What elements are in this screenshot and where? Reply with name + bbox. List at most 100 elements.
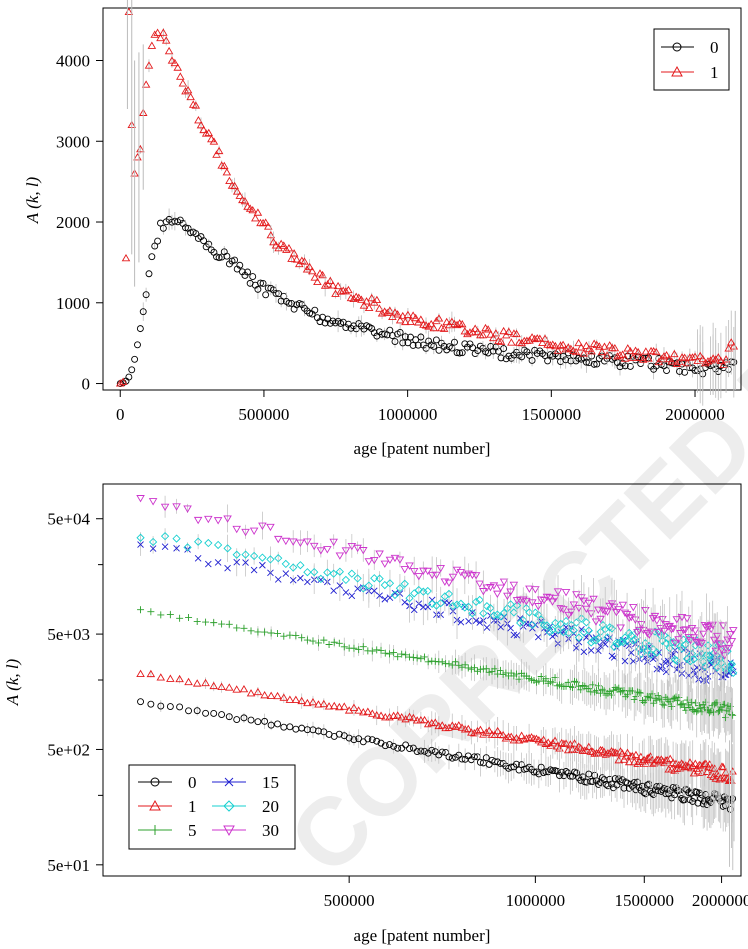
top-point-1 xyxy=(177,73,184,79)
bottom-point-5 xyxy=(606,688,613,695)
bottom-point-15 xyxy=(215,559,221,565)
top-legend: 0 1 xyxy=(654,29,729,90)
bottom-point-15 xyxy=(349,593,355,599)
bottom-legend-label-2: 5 xyxy=(188,821,197,840)
bottom-point-1 xyxy=(194,680,201,686)
bottom-point-15 xyxy=(382,596,388,602)
bottom-point-1 xyxy=(248,690,255,696)
bottom-point-30 xyxy=(233,526,240,532)
bottom-point-1 xyxy=(274,693,281,699)
top-x-tick-label: 1000000 xyxy=(378,405,438,424)
top-series-1 xyxy=(117,9,738,395)
bottom-point-1 xyxy=(240,686,247,692)
top-legend-label-0: 0 xyxy=(710,38,719,57)
top-point-0 xyxy=(132,356,138,362)
bottom-point-0 xyxy=(293,726,299,732)
bottom-point-30 xyxy=(275,536,282,542)
top-point-0 xyxy=(126,374,132,380)
bottom-point-5 xyxy=(309,638,316,645)
bottom-point-0 xyxy=(275,721,281,727)
top-y-tick-label: 4000 xyxy=(56,51,90,70)
top-point-0 xyxy=(137,326,143,332)
bottom-point-5 xyxy=(248,627,255,634)
bottom-point-5 xyxy=(226,621,233,628)
bottom-point-30 xyxy=(215,518,222,524)
bottom-point-30 xyxy=(195,517,202,523)
top-point-0 xyxy=(664,368,670,374)
top-x-tick-label: 500000 xyxy=(238,405,289,424)
bottom-point-20 xyxy=(348,570,355,577)
bottom-point-20 xyxy=(297,562,304,569)
bottom-point-0 xyxy=(167,704,173,710)
bottom-point-5 xyxy=(591,689,598,696)
bottom-point-1 xyxy=(226,684,233,690)
top-legend-label-1: 1 xyxy=(710,63,719,82)
bottom-point-0 xyxy=(148,701,154,707)
bottom-point-5 xyxy=(233,624,240,631)
top-point-1 xyxy=(252,215,259,221)
bottom-point-1 xyxy=(137,671,144,677)
bottom-point-0 xyxy=(248,717,254,723)
bottom-point-5 xyxy=(662,694,669,701)
bottom-point-5 xyxy=(589,681,596,688)
top-plot-frame xyxy=(103,8,741,390)
top-series-0 xyxy=(117,209,737,406)
top-x-axis-label: age [patent number] xyxy=(354,439,491,458)
bottom-point-30 xyxy=(720,623,727,629)
bottom-point-30 xyxy=(365,559,372,565)
bottom-point-5 xyxy=(410,654,417,661)
bottom-y-tick-label: 5e+03 xyxy=(47,625,90,644)
bottom-point-5 xyxy=(653,697,660,704)
bottom-point-30 xyxy=(401,567,408,573)
bottom-point-5 xyxy=(650,700,657,707)
bottom-point-5 xyxy=(369,648,376,655)
top-point-1 xyxy=(166,48,173,54)
bottom-point-5 xyxy=(176,615,183,622)
bottom-point-0 xyxy=(287,724,293,730)
bottom-point-5 xyxy=(261,629,268,636)
top-y-axis-label: A (k, l) xyxy=(23,176,42,224)
bottom-point-1 xyxy=(185,679,192,685)
top-point-0 xyxy=(436,347,442,353)
bottom-point-15 xyxy=(275,576,281,582)
bottom-legend: 0 1 5 15 20 30 xyxy=(129,765,295,849)
top-y-tick-label: 2000 xyxy=(56,213,90,232)
bottom-y-axis: 5e+015e+025e+035e+04 xyxy=(47,510,103,875)
bottom-point-0 xyxy=(211,710,217,716)
bottom-point-20 xyxy=(342,576,349,583)
bottom-point-15 xyxy=(705,673,711,679)
bottom-y-tick-label: 5e+02 xyxy=(47,740,90,759)
top-point-1 xyxy=(223,169,230,175)
bottom-point-15 xyxy=(259,562,265,568)
bottom-point-5 xyxy=(341,643,348,650)
bottom-point-5 xyxy=(157,611,164,618)
bottom-point-5 xyxy=(421,653,428,660)
bottom-point-15 xyxy=(205,561,211,567)
bottom-point-0 xyxy=(203,710,209,716)
bottom-point-1 xyxy=(268,693,275,699)
bottom-point-5 xyxy=(350,645,357,652)
bottom-point-5 xyxy=(636,689,643,696)
bottom-point-5 xyxy=(608,692,615,699)
bottom-point-5 xyxy=(629,687,636,694)
top-y-axis: 01000200030004000 xyxy=(56,51,103,393)
top-x-axis: 0 500000 1000000 1500000 2000000 xyxy=(116,390,725,424)
bottom-x-tick-label: 2000000 xyxy=(692,891,748,910)
bottom-point-15 xyxy=(297,575,303,581)
bottom-point-5 xyxy=(185,614,192,621)
bottom-point-15 xyxy=(225,565,231,571)
bottom-point-5 xyxy=(360,643,367,650)
bottom-point-15 xyxy=(162,544,168,550)
bottom-point-30 xyxy=(205,516,212,522)
top-point-0 xyxy=(129,367,135,373)
top-point-1 xyxy=(508,339,515,345)
bottom-point-30 xyxy=(381,561,388,567)
bottom-point-15 xyxy=(195,555,201,561)
bottom-point-5 xyxy=(210,619,217,626)
bottom-point-30 xyxy=(336,553,343,559)
bottom-point-20 xyxy=(205,540,212,547)
bottom-point-1 xyxy=(286,696,293,702)
top-point-0 xyxy=(545,358,551,364)
bottom-point-0 xyxy=(219,712,225,718)
bottom-point-5 xyxy=(202,619,209,626)
